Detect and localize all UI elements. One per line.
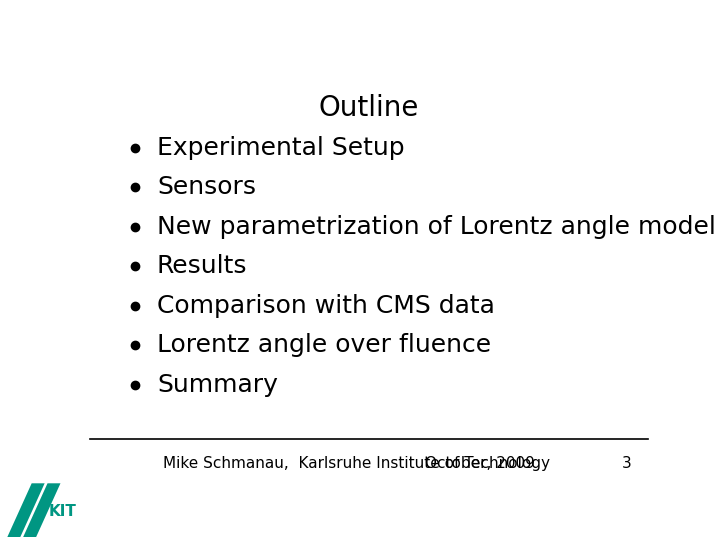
Text: KIT: KIT bbox=[49, 504, 77, 519]
Text: Experimental Setup: Experimental Setup bbox=[157, 136, 405, 160]
Polygon shape bbox=[7, 483, 45, 537]
Text: Sensors: Sensors bbox=[157, 176, 256, 199]
Polygon shape bbox=[23, 483, 60, 537]
Text: Results: Results bbox=[157, 254, 248, 279]
Text: Outline: Outline bbox=[319, 94, 419, 122]
Text: Lorentz angle over fluence: Lorentz angle over fluence bbox=[157, 334, 491, 357]
Text: New parametrization of Lorentz angle model: New parametrization of Lorentz angle mod… bbox=[157, 215, 716, 239]
Text: October, 2009: October, 2009 bbox=[425, 456, 535, 471]
Text: Summary: Summary bbox=[157, 373, 278, 397]
Text: Mike Schmanau,  Karlsruhe Institute of Technology: Mike Schmanau, Karlsruhe Institute of Te… bbox=[163, 456, 549, 471]
Text: 3: 3 bbox=[621, 456, 631, 471]
Text: Comparison with CMS data: Comparison with CMS data bbox=[157, 294, 495, 318]
